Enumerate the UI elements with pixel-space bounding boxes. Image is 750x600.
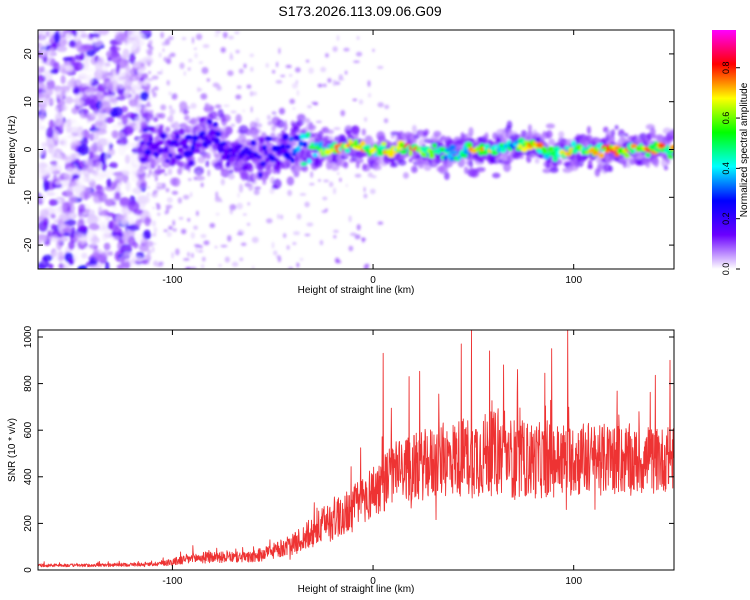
snr-xtick-label: 100 bbox=[565, 576, 582, 587]
snr-xtick-label: -100 bbox=[162, 576, 182, 587]
spectrogram-xtick-label: -100 bbox=[162, 275, 182, 286]
colorbar-tick-label: 0.4 bbox=[721, 162, 731, 175]
spectrogram-xtick-label: 100 bbox=[565, 275, 582, 286]
colorbar-tick-label: 0.6 bbox=[721, 112, 731, 125]
snr-frame bbox=[37, 329, 675, 571]
spectrogram-xtick-label: 0 bbox=[370, 275, 376, 286]
snr-ytick-label: 400 bbox=[23, 468, 34, 485]
snr-ytick-label: 1000 bbox=[23, 325, 34, 348]
spectrogram-ytick-label: 0 bbox=[23, 146, 34, 152]
spectrogram-ytick-label: -20 bbox=[23, 237, 34, 252]
snr-ytick-label: 200 bbox=[23, 515, 34, 532]
snr-ylabel: SNR (10 * v/v) bbox=[7, 418, 18, 482]
snr-ytick-label: 800 bbox=[23, 375, 34, 392]
colorbar-tick-label: 0.8 bbox=[721, 61, 731, 74]
figure-title: S173.2026.113.09.06.G09 bbox=[278, 3, 441, 19]
colorbar: 0.0 0.2 0.4 0.6 0.8 Normalized spectral ampl… bbox=[712, 30, 750, 275]
spectrogram-ytick-label: 10 bbox=[23, 96, 34, 108]
snr-ytick-label: 600 bbox=[23, 421, 34, 438]
colorbar-ticks: 0.0 0.2 0.4 0.6 0.8 bbox=[721, 61, 740, 275]
colorbar-tick-label: 0.2 bbox=[721, 212, 731, 225]
spectrogram-xlabel: Height of straight line (km) bbox=[298, 285, 415, 296]
colorbar-tick-label: 0.0 bbox=[721, 263, 731, 276]
colorbar-bar bbox=[712, 30, 736, 269]
colorbar-label: Normalized spectral amplitude bbox=[739, 82, 750, 217]
spectrogram-frame bbox=[37, 29, 675, 270]
spectrogram-ytick-label: 20 bbox=[23, 48, 34, 60]
snr-xlabel: Height of straight line (km) bbox=[298, 584, 415, 595]
spectrogram-ytick-label: -10 bbox=[23, 190, 34, 205]
snr-xtick-label: 0 bbox=[370, 576, 376, 587]
snr-ytick-label: 0 bbox=[23, 567, 34, 573]
snr-series-line bbox=[38, 330, 674, 568]
spectrogram-image bbox=[38, 30, 674, 269]
spectrogram-ylabel: Frequency (Hz) bbox=[7, 116, 18, 185]
